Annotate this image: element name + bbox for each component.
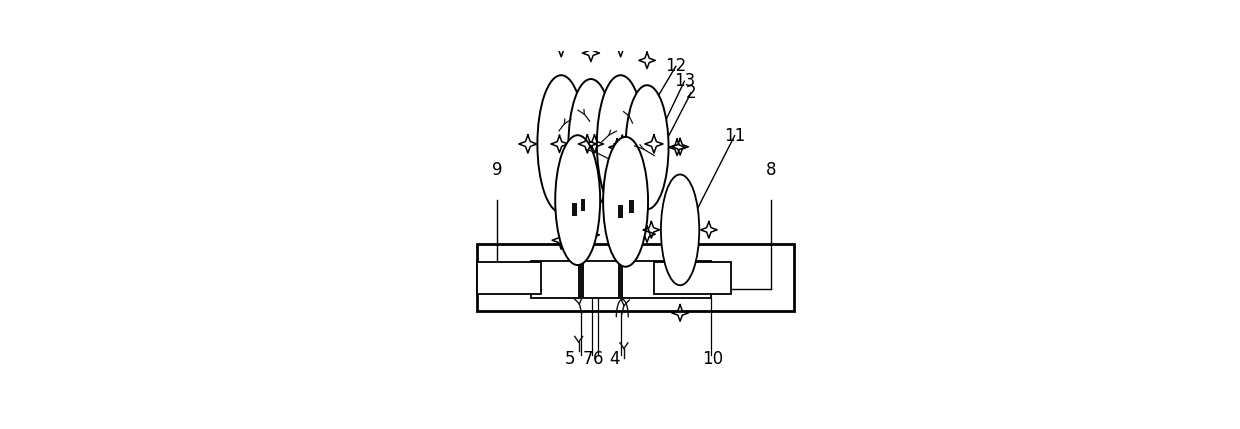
Text: 9: 9	[492, 161, 502, 179]
Text: 11: 11	[724, 127, 745, 145]
Bar	[578, 261, 584, 298]
Text: 8: 8	[765, 161, 776, 179]
Text: 12: 12	[665, 57, 687, 76]
Ellipse shape	[661, 175, 699, 285]
Text: 6: 6	[593, 350, 604, 369]
Text: 4: 4	[609, 350, 619, 369]
Bar	[630, 200, 634, 213]
Bar	[619, 205, 622, 218]
Ellipse shape	[568, 79, 614, 209]
FancyBboxPatch shape	[477, 262, 542, 294]
Bar	[580, 199, 585, 211]
Text: 2: 2	[686, 84, 697, 102]
Text: 7: 7	[583, 350, 593, 369]
FancyBboxPatch shape	[653, 262, 732, 294]
Ellipse shape	[626, 85, 668, 209]
FancyBboxPatch shape	[532, 261, 712, 298]
Text: 10: 10	[703, 350, 724, 369]
Ellipse shape	[537, 75, 585, 213]
Text: 5: 5	[565, 350, 575, 369]
Ellipse shape	[596, 75, 645, 213]
Bar	[572, 203, 577, 216]
FancyBboxPatch shape	[477, 244, 794, 311]
Ellipse shape	[603, 137, 649, 267]
Text: 13: 13	[673, 72, 694, 90]
Bar	[618, 261, 624, 298]
Ellipse shape	[556, 135, 600, 265]
